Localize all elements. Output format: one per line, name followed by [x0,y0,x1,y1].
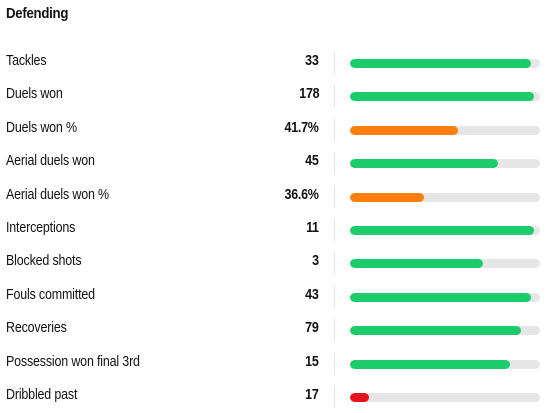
stat-bar-fill [350,392,369,402]
stat-value: 45 [305,153,320,170]
stat-row: Duels won 178 [0,79,549,112]
divider [334,252,335,275]
divider [334,185,335,208]
stat-label: Duels won % [6,119,77,136]
divider [334,152,335,175]
stat-label: Possession won final 3rd [6,353,140,370]
stat-value: 3 [312,253,319,270]
stat-row: Recoveries 79 [0,313,549,346]
stat-value: 15 [305,353,320,370]
divider [334,52,335,74]
stat-bar-fill [350,59,531,68]
stat-value: 41.7% [284,119,319,136]
stat-bar-fill [350,359,510,369]
stat-row: Dribbled past 17 [0,380,549,413]
stat-row: Tackles 33 [0,46,549,79]
divider [334,319,335,342]
stat-bar-track [350,192,540,202]
stat-row: Blocked shots 3 [0,246,549,279]
stat-value: 17 [305,386,320,403]
divider [334,218,335,241]
stats-list: Tackles 33 Duels won 178 Duels won % 41.… [0,46,549,413]
stat-bar-fill [350,292,531,302]
stat-bar-fill [350,92,535,102]
stat-label: Blocked shots [6,253,82,270]
stat-value: 79 [305,320,320,337]
stat-bar-track [350,159,540,169]
stat-bar-fill [350,225,535,235]
stat-bar-track [350,225,540,235]
stat-bar-fill [350,159,499,169]
stat-bar-fill [350,326,521,336]
stat-bar-track [350,392,540,402]
stat-value: 33 [305,53,320,69]
stat-value: 36.6% [284,186,319,203]
stat-label: Aerial duels won [6,153,95,170]
stat-value: 11 [306,219,319,236]
stat-bar-track [350,259,540,269]
divider [334,385,335,408]
stat-bar-track [350,292,540,302]
divider [334,118,335,141]
stat-value: 43 [305,286,320,303]
stat-row: Aerial duels won 45 [0,146,549,179]
stat-label: Aerial duels won % [6,186,109,203]
stat-row: Possession won final 3rd 15 [0,347,549,380]
stat-bar-track [350,125,540,135]
stat-row: Duels won % 41.7% [0,113,549,146]
stat-bar-track [350,59,540,68]
stat-bar-track [350,359,540,369]
stat-bar-track [350,92,540,102]
stat-label: Duels won [6,86,63,103]
stat-label: Tackles [6,53,47,69]
stat-label: Recoveries [6,320,67,337]
stat-bar-fill [350,125,459,135]
stat-value: 178 [298,86,319,103]
divider [334,85,335,108]
stat-label: Dribbled past [6,386,78,403]
section-title: Defending [6,5,69,22]
stat-bar-fill [350,259,483,269]
divider [334,285,335,308]
stat-row: Interceptions 11 [0,213,549,246]
stat-row: Aerial duels won % 36.6% [0,180,549,213]
stat-label: Fouls committed [6,286,95,303]
stat-bar-fill [350,192,425,202]
stat-bar-track [350,326,540,336]
stat-row: Fouls committed 43 [0,280,549,313]
divider [334,352,335,375]
stat-label: Interceptions [6,219,76,236]
